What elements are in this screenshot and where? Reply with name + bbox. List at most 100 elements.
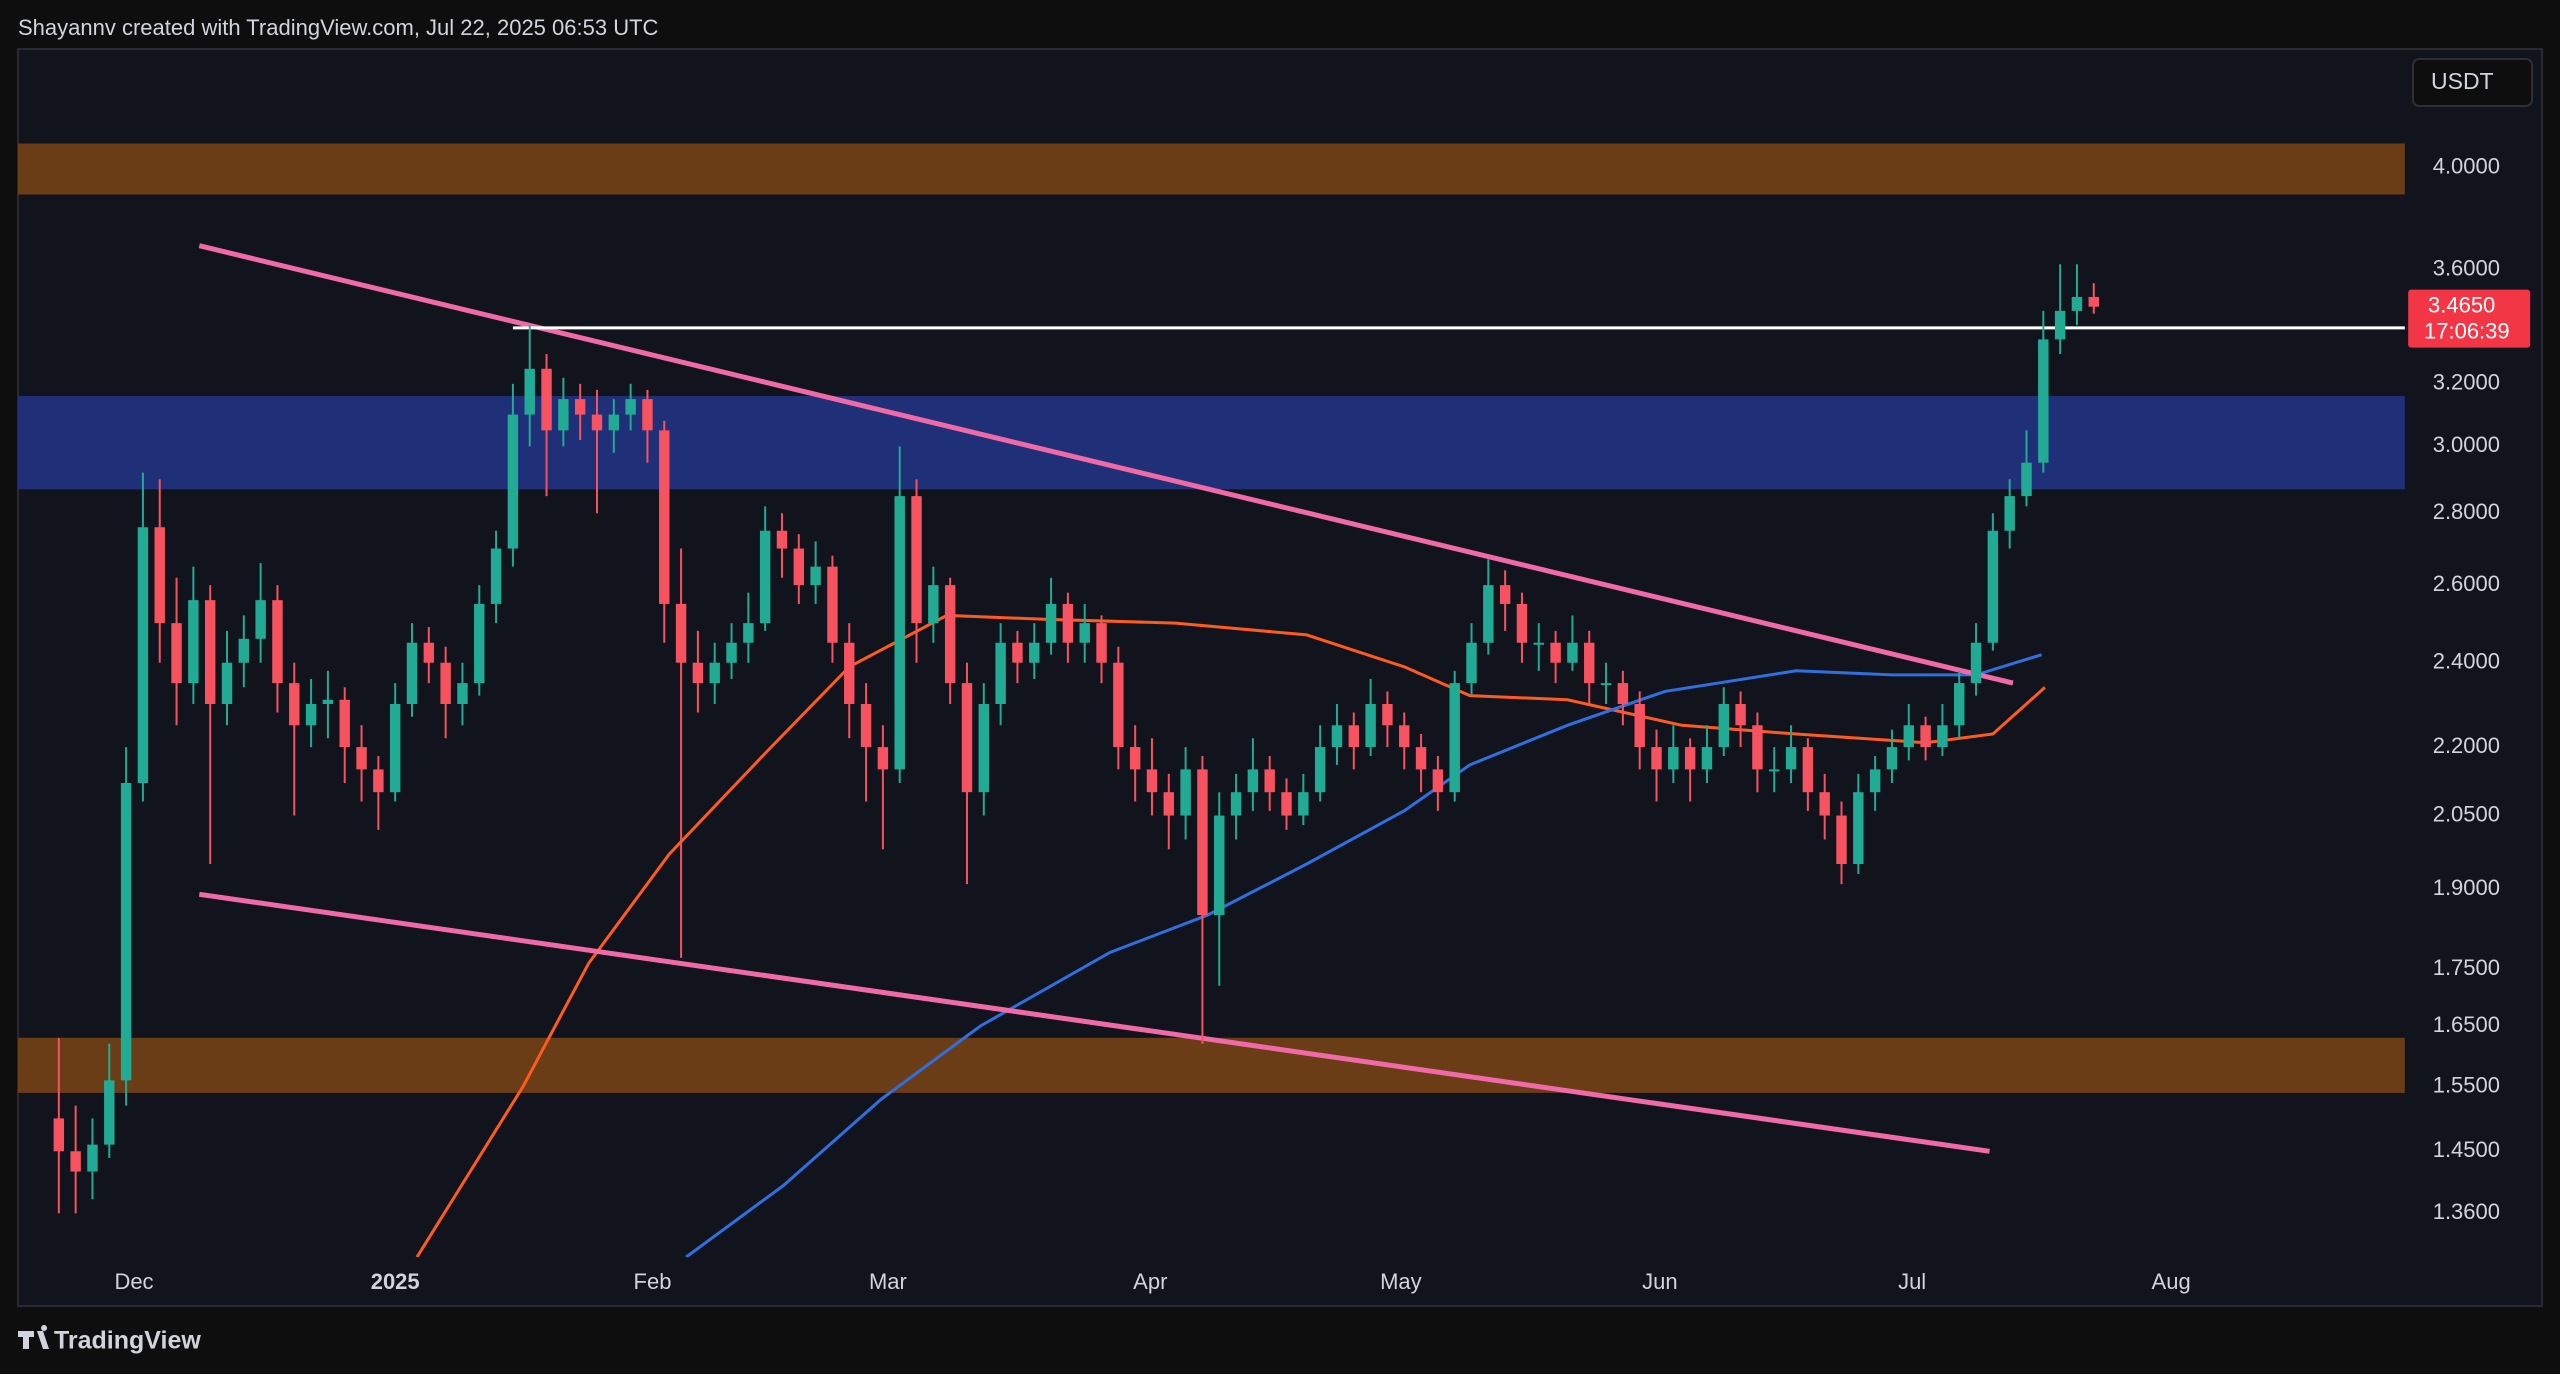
candle-body — [759, 530, 771, 624]
candle-body — [911, 496, 922, 624]
candle-body — [1214, 815, 1225, 916]
candle-body — [1769, 769, 1780, 772]
candle-body — [659, 430, 670, 604]
candle-body — [574, 399, 586, 415]
candle-body — [776, 530, 788, 549]
x-tick-label: Feb — [634, 1269, 672, 1294]
candle-body — [440, 662, 451, 704]
y-tick-label: 3.0000 — [2433, 432, 2500, 457]
y-tick-label: 1.3600 — [2433, 1199, 2500, 1224]
candle-body — [1314, 747, 1326, 793]
candle-body — [2088, 296, 2099, 307]
moving-average — [415, 613, 2047, 1258]
y-tick-label: 1.5500 — [2433, 1072, 2500, 1097]
y-tick-label: 2.4000 — [2433, 649, 2500, 674]
candle-body — [1449, 683, 1460, 793]
candle-body — [877, 747, 889, 770]
candle-body — [1197, 769, 1208, 916]
candle-body — [692, 662, 704, 684]
candle-body — [1970, 642, 1982, 684]
candle-body — [1533, 642, 1544, 645]
y-tick-label: 2.0500 — [2433, 801, 2500, 826]
candle-body — [1718, 703, 1729, 748]
candle-body — [322, 699, 334, 704]
countdown-label: 17:06:39 — [2424, 318, 2510, 343]
candle-body — [1937, 725, 1948, 748]
x-tick-label: Jun — [1642, 1269, 1677, 1294]
candle-body — [1954, 683, 1965, 726]
x-tick-label: Dec — [114, 1269, 153, 1294]
candle-body — [1684, 747, 1696, 770]
candle-body — [1499, 585, 1511, 604]
candle-body — [1886, 747, 1898, 770]
x-tick-label: Apr — [1133, 1269, 1167, 1294]
candle-body — [558, 399, 569, 431]
candle-body — [1062, 603, 1074, 643]
candle-body — [709, 662, 720, 684]
candle-body — [2054, 310, 2066, 340]
candle-body — [1802, 747, 1814, 793]
y-tick-label: 1.6500 — [2433, 1012, 2500, 1037]
candle-body — [1785, 747, 1797, 770]
candle-body — [1146, 769, 1158, 793]
x-tick-label: 2025 — [371, 1269, 420, 1294]
candle-body — [137, 527, 149, 783]
y-tick-label: 2.6000 — [2433, 571, 2500, 596]
candle-body — [373, 769, 384, 793]
logo-text: TradingView — [54, 1327, 201, 1355]
x-tick-label: Mar — [869, 1269, 907, 1294]
candle-body — [70, 1151, 81, 1172]
y-tick-label: 4.0000 — [2433, 153, 2500, 178]
candle-body — [104, 1080, 115, 1145]
candle-body — [1331, 725, 1343, 748]
currency-button[interactable] — [2412, 58, 2533, 107]
candle-body — [1466, 642, 1477, 684]
candle-body — [1584, 642, 1595, 684]
currency-label[interactable]: USDT — [2431, 68, 2494, 94]
candle-body — [1600, 683, 1612, 686]
candle-body — [1079, 623, 1090, 643]
candle-body — [1668, 747, 1679, 770]
candle-body — [860, 703, 872, 748]
candle-body — [255, 600, 266, 639]
candle-body — [978, 703, 990, 793]
last-price-label: 3.4650 — [2428, 292, 2495, 317]
candle-body — [171, 623, 182, 684]
candle-body — [1399, 725, 1410, 748]
candle-body — [1836, 815, 1847, 865]
candle-body — [961, 683, 973, 793]
candle-body — [1113, 662, 1124, 748]
y-tick-label: 1.9000 — [2433, 875, 2500, 900]
candle-body — [1298, 792, 1309, 816]
candle-body — [625, 399, 636, 415]
candle-body — [53, 1118, 65, 1152]
candle-body — [928, 585, 939, 624]
candle-body — [1651, 747, 1662, 770]
candle-body — [1129, 747, 1141, 770]
candle-body — [1281, 792, 1292, 816]
candle-body — [2004, 496, 2015, 531]
candle-body — [272, 600, 283, 684]
candle-body — [894, 496, 905, 770]
candle-body — [1365, 703, 1376, 748]
candle-body — [356, 747, 367, 770]
candle-body — [1348, 725, 1360, 748]
candle-body — [608, 414, 620, 431]
candle-body — [844, 642, 855, 704]
y-tick-label: 3.2000 — [2433, 370, 2500, 395]
candle-body — [995, 642, 1006, 704]
candle-body — [204, 600, 216, 704]
trendline — [198, 891, 1990, 1154]
y-tick-label: 3.6000 — [2433, 255, 2500, 280]
candle-body — [389, 703, 401, 793]
logo-icon — [18, 1325, 49, 1349]
candle-body — [490, 548, 502, 604]
candle-body — [221, 662, 233, 704]
logo: TradingView — [18, 1325, 201, 1355]
candle-body — [675, 603, 687, 663]
chart-frame — [17, 48, 2543, 1307]
x-tick-label: May — [1380, 1269, 1422, 1294]
candle-body — [1264, 769, 1275, 793]
